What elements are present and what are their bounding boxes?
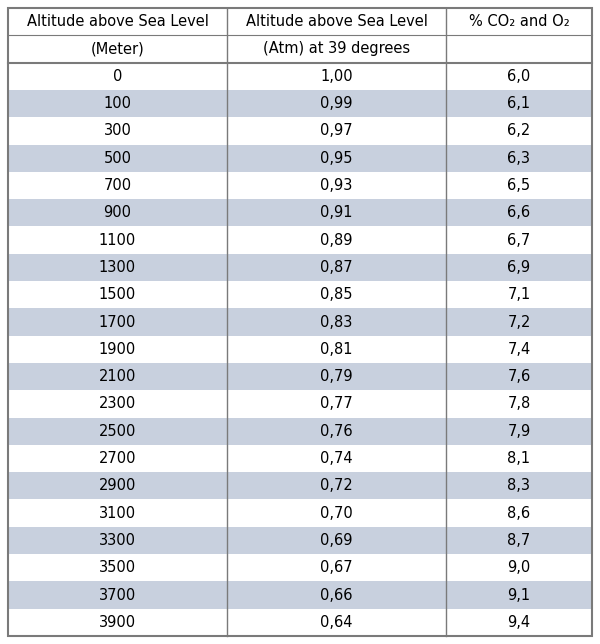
Bar	[8, 500, 592, 527]
Text: 7,1: 7,1	[508, 287, 530, 302]
Text: 7,6: 7,6	[508, 369, 530, 384]
Text: 0,76: 0,76	[320, 424, 353, 439]
Text: 1,00: 1,00	[320, 69, 353, 84]
Text: 3300: 3300	[99, 533, 136, 548]
Text: (Atm) at 39 degrees: (Atm) at 39 degrees	[263, 41, 410, 57]
Bar	[8, 281, 592, 308]
Text: 300: 300	[104, 124, 131, 138]
Text: 0,89: 0,89	[320, 232, 353, 247]
Text: 0,66: 0,66	[320, 587, 353, 603]
Text: 0,93: 0,93	[320, 178, 353, 193]
Text: 1700: 1700	[99, 314, 136, 330]
Text: Altitude above Sea Level: Altitude above Sea Level	[245, 14, 427, 29]
Bar	[8, 363, 592, 390]
Text: 0,74: 0,74	[320, 451, 353, 466]
Bar	[8, 62, 592, 90]
Bar	[8, 472, 592, 500]
Bar	[8, 527, 592, 554]
Text: 0,83: 0,83	[320, 314, 353, 330]
Text: 2700: 2700	[99, 451, 136, 466]
Text: 2300: 2300	[99, 397, 136, 412]
Text: 0,67: 0,67	[320, 560, 353, 575]
Bar	[8, 144, 592, 172]
Text: 0,77: 0,77	[320, 397, 353, 412]
Bar	[8, 199, 592, 227]
Text: 9,1: 9,1	[508, 587, 530, 603]
Text: 900: 900	[104, 205, 131, 220]
Text: 3100: 3100	[99, 506, 136, 520]
Text: 8,3: 8,3	[508, 478, 530, 493]
Text: 6,5: 6,5	[508, 178, 530, 193]
Text: 6,7: 6,7	[508, 232, 530, 247]
Text: 0,97: 0,97	[320, 124, 353, 138]
Bar	[8, 8, 592, 62]
Text: 0,95: 0,95	[320, 151, 353, 166]
Text: 0,91: 0,91	[320, 205, 353, 220]
Bar	[8, 390, 592, 417]
Bar	[8, 336, 592, 363]
Bar	[8, 582, 592, 609]
Text: 3900: 3900	[99, 615, 136, 630]
Text: 3700: 3700	[99, 587, 136, 603]
Bar	[8, 227, 592, 254]
Bar	[8, 117, 592, 144]
Text: 0: 0	[113, 69, 122, 84]
Bar	[8, 609, 592, 636]
Text: 100: 100	[104, 96, 131, 111]
Text: 0,99: 0,99	[320, 96, 353, 111]
Text: 2100: 2100	[99, 369, 136, 384]
Text: 700: 700	[103, 178, 131, 193]
Text: 0,87: 0,87	[320, 260, 353, 275]
Bar	[8, 417, 592, 445]
Text: 1500: 1500	[99, 287, 136, 302]
Text: 2900: 2900	[99, 478, 136, 493]
Text: 8,7: 8,7	[508, 533, 530, 548]
Text: 6,2: 6,2	[508, 124, 530, 138]
Text: 0,79: 0,79	[320, 369, 353, 384]
Text: 1900: 1900	[99, 342, 136, 357]
Text: 0,72: 0,72	[320, 478, 353, 493]
Bar	[8, 445, 592, 472]
Text: 1300: 1300	[99, 260, 136, 275]
Bar	[8, 554, 592, 582]
Text: 9,0: 9,0	[508, 560, 530, 575]
Text: 2500: 2500	[99, 424, 136, 439]
Text: 7,9: 7,9	[508, 424, 530, 439]
Text: 8,1: 8,1	[508, 451, 530, 466]
Text: 6,0: 6,0	[508, 69, 530, 84]
Text: 3500: 3500	[99, 560, 136, 575]
Bar	[8, 254, 592, 281]
Text: % CO₂ and O₂: % CO₂ and O₂	[469, 14, 569, 29]
Text: 7,8: 7,8	[508, 397, 530, 412]
Text: 8,6: 8,6	[508, 506, 530, 520]
Text: 0,85: 0,85	[320, 287, 353, 302]
Text: 6,3: 6,3	[508, 151, 530, 166]
Text: 6,9: 6,9	[508, 260, 530, 275]
Bar	[8, 90, 592, 117]
Text: 6,6: 6,6	[508, 205, 530, 220]
Text: 7,2: 7,2	[508, 314, 530, 330]
Text: 0,81: 0,81	[320, 342, 353, 357]
Text: 0,69: 0,69	[320, 533, 353, 548]
Text: 7,4: 7,4	[508, 342, 530, 357]
Text: 9,4: 9,4	[508, 615, 530, 630]
Text: 1100: 1100	[99, 232, 136, 247]
Bar	[8, 308, 592, 336]
Text: Altitude above Sea Level: Altitude above Sea Level	[26, 14, 208, 29]
Text: 0,64: 0,64	[320, 615, 353, 630]
Bar	[8, 172, 592, 199]
Text: 500: 500	[104, 151, 131, 166]
Text: 6,1: 6,1	[508, 96, 530, 111]
Text: 0,70: 0,70	[320, 506, 353, 520]
Text: (Meter): (Meter)	[91, 41, 145, 57]
